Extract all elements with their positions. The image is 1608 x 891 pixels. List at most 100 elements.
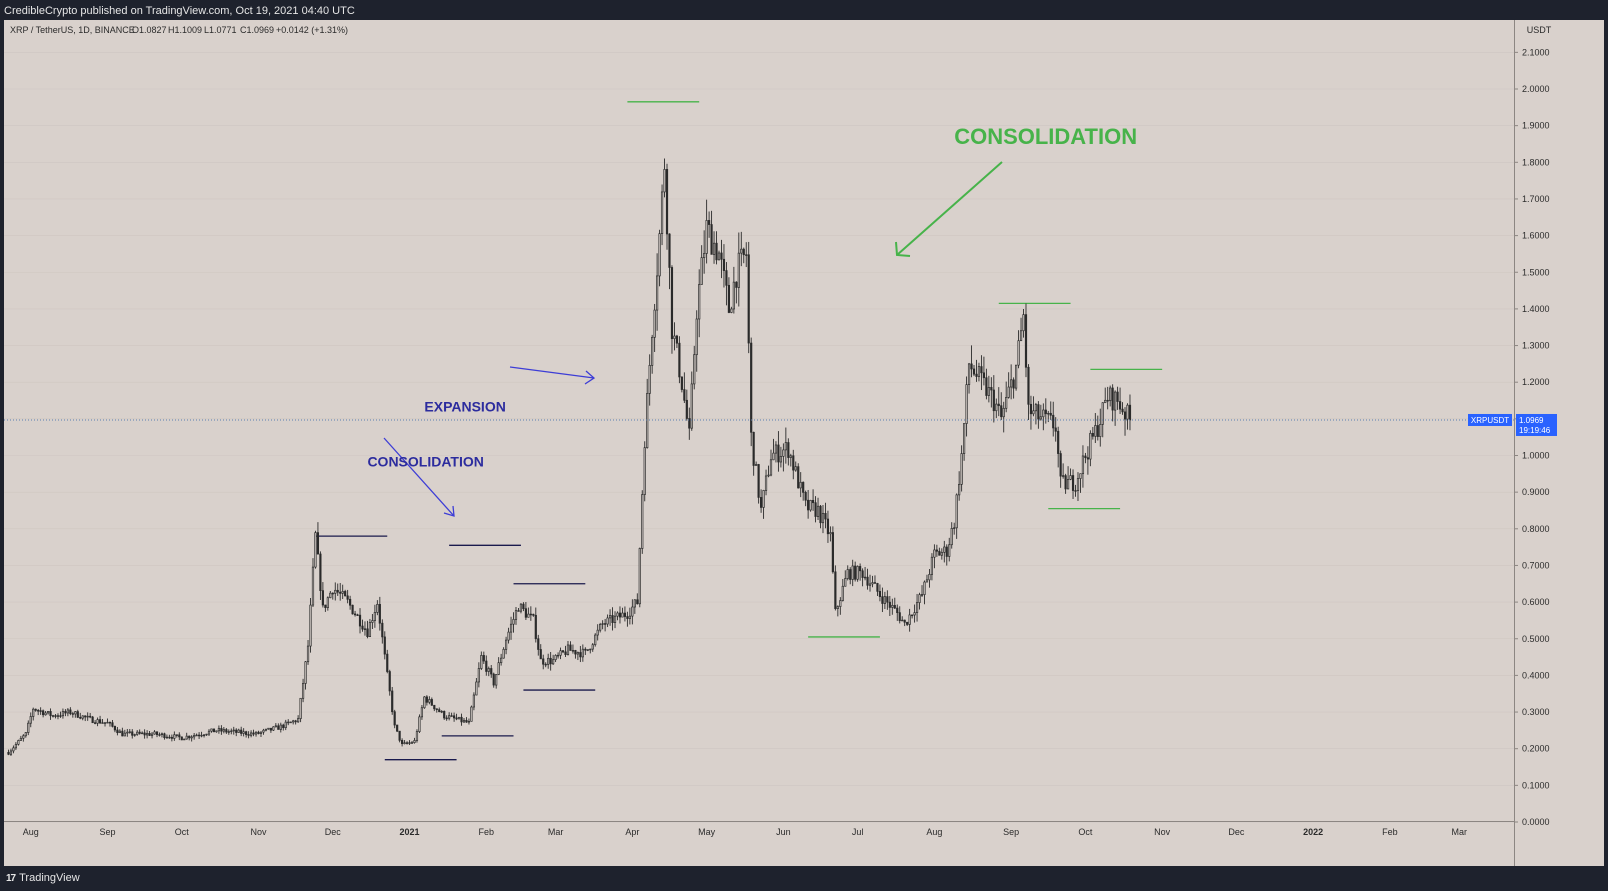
candle-body: [732, 281, 735, 310]
candle-body: [1114, 391, 1117, 411]
candle-body: [339, 591, 342, 594]
candle-body: [668, 233, 671, 268]
chart-area[interactable]: CONSOLIDATION EXPANSION CONSOLIDATION XR…: [4, 20, 1604, 866]
candle-body: [839, 600, 842, 607]
candle-body: [386, 653, 389, 672]
candle-body: [1029, 403, 1033, 415]
candle-body: [1057, 430, 1060, 454]
candle-body: [861, 570, 864, 578]
candle-body: [1071, 475, 1075, 491]
candle-body: [742, 248, 745, 256]
candle-body: [205, 733, 208, 736]
candle-body: [561, 650, 565, 653]
candle-body: [445, 717, 448, 720]
candle-body: [745, 254, 748, 256]
candle-body: [616, 612, 619, 617]
candle-body: [383, 636, 386, 655]
candle-body: [673, 335, 676, 340]
candle-body: [863, 576, 867, 579]
candle-body: [1064, 475, 1067, 490]
candle-body: [373, 612, 376, 621]
candle-body: [1096, 425, 1099, 437]
candle-body: [935, 549, 938, 552]
candle-body: [277, 725, 280, 730]
price-tick-label: 0.4000: [1522, 670, 1550, 680]
price-chart[interactable]: CONSOLIDATION EXPANSION CONSOLIDATION XR…: [4, 20, 1604, 866]
candle-body: [316, 532, 320, 555]
candle-body: [326, 597, 329, 608]
candle-body: [81, 715, 84, 719]
price-tag-countdown: 19:19:46: [1519, 426, 1551, 435]
candle-body: [502, 648, 505, 659]
price-tick-label: 0.0000: [1522, 817, 1550, 827]
candle-body: [504, 639, 508, 650]
candle-body: [27, 722, 30, 733]
candle-body: [651, 336, 654, 366]
candle-body: [245, 731, 248, 735]
tradingview-brand[interactable]: 17 TradingView: [6, 872, 80, 884]
candle-body: [532, 613, 535, 616]
candle-body: [873, 582, 877, 584]
candle-body: [1007, 386, 1010, 398]
candle-body: [636, 599, 639, 605]
candle-body: [1101, 402, 1104, 425]
candle-body: [123, 732, 126, 737]
candle-body: [116, 729, 119, 734]
price-tick-label: 1.7000: [1522, 194, 1550, 204]
candle-body: [997, 403, 1000, 407]
candle-body: [1104, 399, 1107, 404]
candle-body: [594, 634, 597, 646]
candle-body: [232, 729, 235, 732]
candle-body: [425, 696, 428, 703]
arrow-consolidation-2: [895, 161, 1003, 257]
time-tick-label: 2021: [400, 827, 420, 837]
candle-body: [566, 644, 570, 655]
candle-body: [712, 242, 716, 255]
price-axis[interactable]: 2.1000 2.0000 1.9000 1.8000 1.7000 1.6000 1.50…: [1514, 47, 1550, 827]
candle-body: [1118, 401, 1122, 410]
time-tick-label: Jun: [776, 827, 791, 837]
price-tick-label: 0.8000: [1522, 524, 1550, 534]
candle-body: [96, 719, 99, 724]
candle-body: [304, 661, 307, 684]
candle-body: [297, 718, 300, 723]
candle-body: [811, 499, 815, 504]
candle-body: [901, 619, 904, 622]
candle-body: [844, 578, 847, 587]
candle-body: [497, 662, 500, 675]
candle-body: [1024, 314, 1028, 368]
candle-body: [995, 403, 998, 412]
candle-body: [264, 728, 268, 731]
candle-body: [992, 389, 995, 412]
candle-body: [717, 252, 721, 261]
candle-body: [854, 565, 857, 580]
candle-body: [1123, 411, 1127, 420]
time-axis[interactable]: Aug Sep Oct Nov Dec 2021 Feb Mar Apr May Jun Jul Aug…: [23, 827, 1467, 837]
candle-body: [336, 589, 339, 593]
candle-body: [601, 623, 604, 625]
candle-body: [1116, 391, 1119, 402]
candle-body: [596, 629, 599, 636]
candle-body: [663, 169, 666, 193]
candle-body: [103, 722, 107, 724]
candle-body: [438, 709, 441, 713]
candle-body: [353, 613, 357, 616]
candle-body: [378, 603, 381, 624]
candle-body: [675, 335, 679, 344]
candle-body: [306, 645, 310, 663]
candle-body: [1069, 475, 1072, 480]
candle-body: [903, 619, 906, 623]
candle-body: [460, 716, 463, 723]
candle-body: [678, 342, 681, 378]
candle-body: [242, 731, 245, 734]
candle-body: [552, 659, 555, 665]
annotation-texts: CONSOLIDATION EXPANSION CONSOLIDATION: [367, 124, 1137, 470]
candle-body: [613, 615, 617, 624]
candle-body: [225, 729, 228, 733]
candle-body: [301, 683, 305, 699]
candle-body: [1066, 478, 1070, 490]
price-tick-label: 1.0000: [1522, 451, 1550, 461]
annotation-arrows: [383, 161, 1003, 517]
candle-body: [589, 648, 592, 651]
candle-body: [9, 750, 13, 755]
